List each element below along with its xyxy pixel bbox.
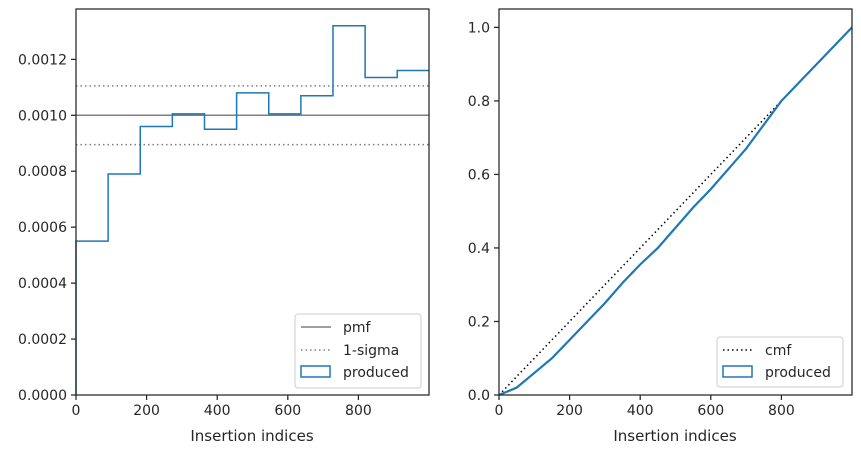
- pmf-legend-label: pmf: [343, 320, 372, 336]
- pmf-y-tick-label: 0.0008: [18, 164, 67, 180]
- cmf-produced-legend-label: produced: [765, 365, 831, 381]
- pmf-chart-panel: 0 200 400 600 800 0.0000 0.0002 0.0004 0.0006 0.0…: [18, 8, 430, 445]
- cmf-y-tick-label: 0.4: [468, 241, 490, 257]
- pmf-y-tick-label: 0.0004: [18, 276, 67, 292]
- pmf-x-axis-label: Insertion indices: [190, 427, 313, 445]
- pmf-legend: pmf 1-sigma produced: [294, 313, 422, 389]
- cmf-x-axis-label: Insertion indices: [613, 427, 736, 445]
- pmf-x-tick-label: 200: [133, 403, 160, 419]
- produced-cumulative-line: [498, 26, 853, 397]
- pmf-y-tick-label: 0.0002: [18, 332, 67, 348]
- pmf-axes-frame: [75, 8, 430, 396]
- pmf-x-tick-label: 800: [345, 403, 372, 419]
- cmf-legend-box: [716, 336, 844, 388]
- pmf-y-tick-label: 0.0012: [18, 52, 67, 68]
- cmf-x-tick-label: 800: [768, 403, 795, 419]
- sigma-legend-label: 1-sigma: [343, 343, 399, 359]
- cmf-legend-label: cmf: [765, 343, 792, 359]
- cmf-y-tick-label: 0.6: [468, 167, 490, 183]
- pmf-legend-box: [294, 313, 422, 389]
- pmf-y-tick-label: 0.0006: [18, 220, 67, 236]
- pmf-x-tick-label: 0: [72, 403, 81, 419]
- cmf-axes-frame: [498, 8, 853, 396]
- cmf-y-tick-label: 0.2: [468, 314, 490, 330]
- pmf-x-tick-label: 400: [204, 403, 231, 419]
- cmf-y-tick-label: 0.8: [468, 94, 490, 110]
- cmf-legend: cmf produced: [716, 336, 844, 388]
- cmf-y-tick-label: 1.0: [468, 20, 490, 36]
- cmf-x-tick-label: 600: [697, 403, 724, 419]
- pmf-x-tick-label: 600: [274, 403, 301, 419]
- produced-legend-label: produced: [343, 365, 409, 381]
- cmf-produced-legend-patch: [722, 365, 753, 378]
- pmf-y-tick-label: 0.0000: [18, 388, 67, 404]
- cmf-chart-panel: 0 200 400 600 800 0.0 0.2 0.4 0.6 0.8 1.0 Insertio…: [468, 8, 853, 445]
- produced-histogram-step: [75, 25, 429, 395]
- cmf-y-tick-label: 0.0: [468, 388, 490, 404]
- produced-legend-patch: [300, 365, 331, 378]
- pmf-y-tick-label: 0.0010: [18, 108, 67, 124]
- cmf-x-tick-label: 400: [627, 403, 654, 419]
- cmf-x-tick-label: 0: [495, 403, 504, 419]
- cmf-x-tick-label: 200: [556, 403, 583, 419]
